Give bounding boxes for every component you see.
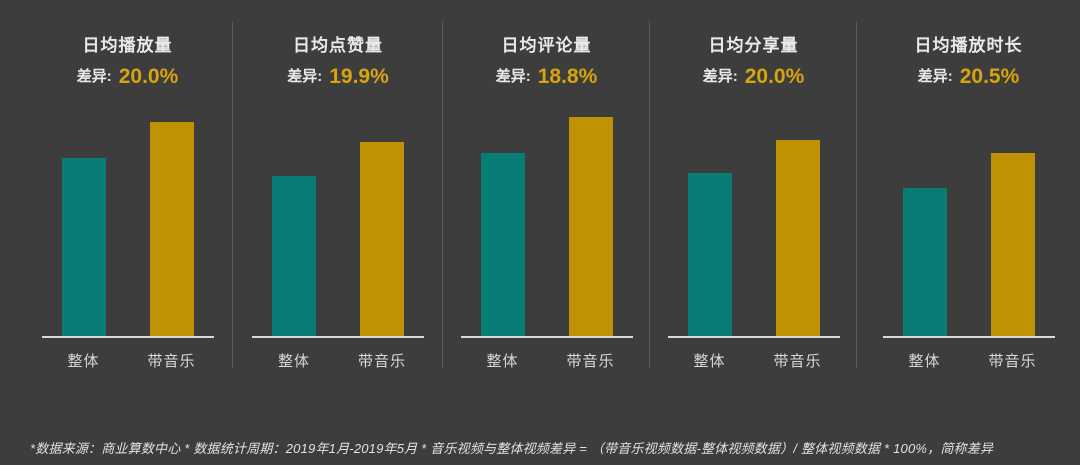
diff-row: 差异: 20.5%	[857, 65, 1080, 89]
bar-chart	[883, 0, 1055, 337]
metric-panel: 日均播放时长 差异: 20.5% 整体 带音乐	[857, 0, 1080, 465]
x-label-overall: 整体	[486, 353, 519, 370]
diff-row: 差异: 20.0%	[22, 65, 233, 89]
diff-value: 20.0%	[744, 65, 805, 88]
diff-label: 差异:	[287, 68, 323, 85]
bar-with-music	[990, 153, 1035, 337]
x-label-with-music: 带音乐	[773, 353, 822, 370]
panel-divider	[649, 21, 650, 368]
bar-chart	[668, 0, 840, 337]
diff-row: 差异: 18.8%	[443, 65, 650, 89]
metric-title: 日均评论量	[501, 36, 592, 55]
bar-with-music	[149, 122, 194, 337]
diff-row: 差异: 19.9%	[233, 65, 443, 89]
x-label-with-music: 带音乐	[988, 353, 1037, 370]
panel-divider	[856, 21, 857, 368]
bar-with-music	[568, 117, 613, 337]
x-axis-labels: 整体 带音乐	[668, 350, 840, 370]
diff-value: 18.8%	[537, 65, 598, 88]
diff-value: 19.9%	[329, 65, 389, 88]
diff-value: 20.5%	[959, 65, 1020, 88]
x-label-overall: 整体	[67, 353, 100, 370]
metric-title: 日均点赞量	[293, 36, 383, 55]
bar-with-music	[360, 142, 404, 337]
metric-panel: 日均评论量 差异: 18.8% 整体 带音乐	[443, 0, 650, 465]
x-axis-labels: 整体 带音乐	[461, 350, 633, 370]
x-axis-line	[882, 336, 1055, 338]
x-label-with-music: 带音乐	[357, 353, 406, 370]
x-label-with-music: 带音乐	[566, 353, 615, 370]
metric-panel: 日均点赞量 差异: 19.9% 整体 带音乐	[233, 0, 443, 465]
diff-label: 差异:	[495, 68, 531, 85]
x-axis-line	[41, 336, 214, 338]
metric-title: 日均分享量	[708, 36, 799, 55]
diff-label: 差异:	[76, 68, 112, 85]
diff-label: 差异:	[917, 68, 953, 85]
bar-overall	[480, 153, 525, 337]
bar-overall	[61, 158, 106, 337]
x-axis-line	[667, 336, 840, 338]
bar-chart	[252, 0, 424, 337]
footnote: *数据来源：商业算数中心 * 数据统计周期：2019年1月-2019年5月 * …	[30, 441, 994, 456]
bar-overall	[902, 188, 947, 337]
x-axis-labels: 整体 带音乐	[883, 350, 1055, 370]
metric-title: 日均播放时长	[914, 36, 1023, 55]
bar-chart	[461, 0, 633, 337]
x-axis-line	[460, 336, 633, 338]
x-label-overall: 整体	[277, 353, 310, 370]
bar-chart	[42, 0, 214, 337]
x-axis-line	[252, 336, 424, 338]
x-label-overall: 整体	[693, 353, 726, 370]
x-label-overall: 整体	[908, 353, 941, 370]
panel-divider	[232, 21, 233, 368]
diff-row: 差异: 20.0%	[650, 65, 857, 89]
x-axis-labels: 整体 带音乐	[42, 350, 214, 370]
bar-overall	[687, 173, 732, 337]
diff-value: 20.0%	[118, 65, 179, 88]
x-label-with-music: 带音乐	[147, 353, 196, 370]
panel-divider	[442, 21, 443, 368]
metric-panel: 日均播放量 差异: 20.0% 整体 带音乐	[0, 0, 233, 465]
bar-with-music	[775, 140, 820, 337]
metric-panel: 日均分享量 差异: 20.0% 整体 带音乐	[650, 0, 857, 465]
diff-label: 差异:	[702, 68, 738, 85]
x-axis-labels: 整体 带音乐	[252, 350, 424, 370]
metric-title: 日均播放量	[82, 36, 173, 55]
bar-overall	[272, 176, 316, 337]
